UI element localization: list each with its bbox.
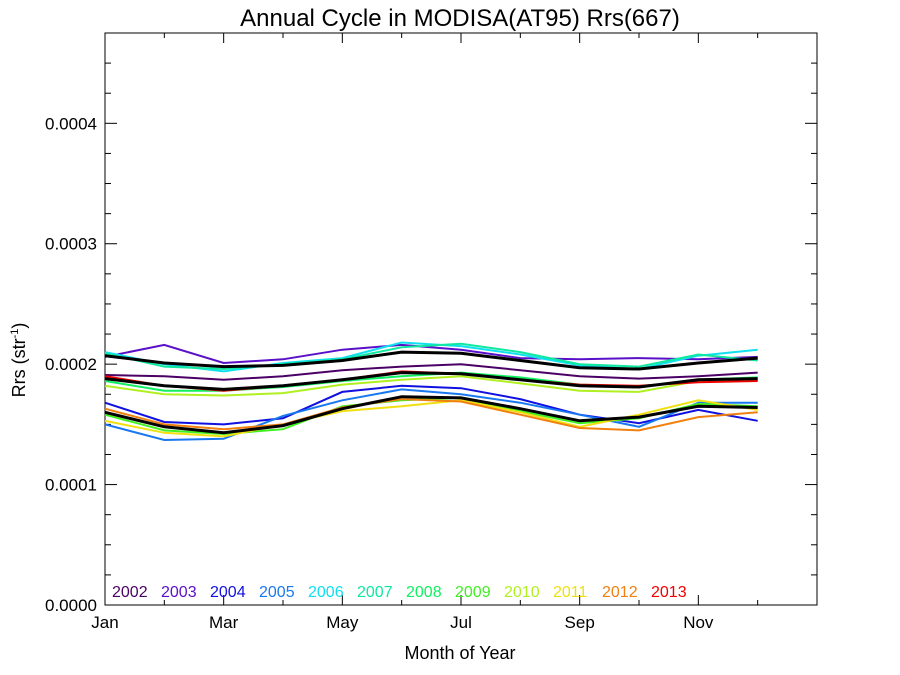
series-line-2003: [104, 343, 758, 365]
legend-entry-2012: 2012: [602, 584, 638, 601]
legend-entry-2003: 2003: [161, 584, 197, 601]
plot-frame: [104, 32, 818, 606]
legend-entry-2006: 2006: [308, 584, 344, 601]
x-tick-label: Sep: [565, 613, 595, 632]
mean-line-3: [104, 395, 758, 435]
y-tick-label: 0.0001: [45, 476, 97, 495]
series-line-2012: [104, 398, 758, 432]
series-line-2010: [104, 375, 758, 397]
legend-entry-2013: 2013: [651, 584, 687, 601]
y-tick-label: 0.0002: [45, 355, 97, 374]
mean-line-2: [104, 371, 758, 391]
y-tick-label: 0.0000: [45, 596, 97, 615]
mean-line-1: [104, 350, 758, 371]
series-line-2005: [104, 388, 758, 442]
plot-area: Jan Mar May Jul Sep Nov 0.0000 0.0001 0.0002 0.00…: [45, 32, 818, 632]
x-tick-label: Mar: [209, 613, 239, 632]
series-line-2007: [104, 342, 758, 371]
legend-entry-2009: 2009: [455, 584, 491, 601]
series-line-2002: [104, 363, 758, 381]
legend-entry-2007: 2007: [357, 584, 393, 601]
legend-entry-2008: 2008: [406, 584, 442, 601]
x-tick-label: May: [326, 613, 359, 632]
legend-entry-2004: 2004: [210, 584, 246, 601]
y-tick-label: 0.0004: [45, 114, 97, 133]
y-axis-label: Rrs (str-1): [9, 323, 29, 398]
y-tick-label: 0.0003: [45, 235, 97, 254]
x-axis-label: Month of Year: [404, 643, 515, 663]
legend-entry-2011: 2011: [553, 584, 588, 601]
legend-entry-2005: 2005: [259, 584, 295, 601]
legend-entry-2002: 2002: [112, 584, 148, 601]
series-line-2011: [104, 399, 758, 438]
series-line-2004: [104, 384, 758, 426]
x-tick-label: Jan: [91, 613, 118, 632]
x-tick-label: Nov: [683, 613, 714, 632]
chart-title: Annual Cycle in MODISA(AT95) Rrs(667): [240, 5, 680, 32]
legend-entry-2010: 2010: [504, 584, 540, 601]
x-tick-label: Jul: [450, 613, 472, 632]
y-axis-label-superscript: -1: [9, 329, 21, 339]
